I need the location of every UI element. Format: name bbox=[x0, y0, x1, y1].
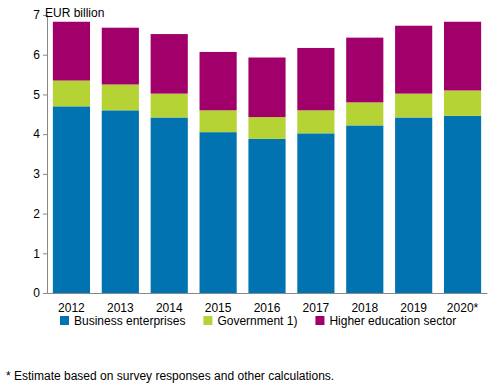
tick-label: 5 bbox=[33, 88, 40, 102]
tick-label: 1 bbox=[33, 247, 40, 261]
tick-mark bbox=[43, 214, 47, 215]
tick-mark bbox=[43, 253, 47, 254]
bar bbox=[53, 106, 90, 293]
bar bbox=[151, 94, 188, 118]
tick-mark bbox=[43, 55, 47, 56]
bar bbox=[248, 57, 285, 117]
tick-label: 2012 bbox=[58, 301, 85, 315]
legend-label: Business enterprises bbox=[74, 314, 185, 328]
tick-label: 6 bbox=[33, 48, 40, 62]
bar bbox=[151, 34, 188, 94]
bar bbox=[346, 38, 383, 103]
tick: 2015 bbox=[205, 301, 232, 315]
bar bbox=[346, 125, 383, 293]
tick-label: 2019 bbox=[400, 301, 427, 315]
tick-label: 2017 bbox=[303, 301, 330, 315]
bar bbox=[151, 117, 188, 293]
bar bbox=[102, 28, 139, 85]
series bbox=[53, 22, 481, 117]
axis-line bbox=[43, 16, 48, 294]
series bbox=[53, 106, 481, 293]
bar bbox=[53, 22, 90, 81]
tick: 2020* bbox=[447, 301, 479, 315]
tick: 1 bbox=[33, 247, 47, 261]
tick: 2 bbox=[33, 207, 47, 221]
bar bbox=[200, 52, 237, 110]
tick: 4 bbox=[33, 127, 47, 141]
legend-item: Government 1) bbox=[203, 314, 297, 328]
tick-label: 7 bbox=[33, 8, 40, 22]
bar bbox=[346, 102, 383, 125]
tick: 2017 bbox=[303, 301, 330, 315]
tick: 5 bbox=[33, 88, 47, 102]
bar bbox=[297, 48, 334, 110]
bar bbox=[395, 117, 432, 293]
tick-mark bbox=[43, 293, 47, 294]
legend-swatch bbox=[203, 316, 212, 325]
tick: 0 bbox=[33, 286, 47, 300]
tick-label: 2014 bbox=[156, 301, 183, 315]
bar bbox=[395, 26, 432, 94]
tick-label: 2018 bbox=[351, 301, 378, 315]
legend: Business enterprises Government 1) Higher … bbox=[60, 314, 456, 328]
tick: 2013 bbox=[107, 301, 134, 315]
tick-label: 2 bbox=[33, 207, 40, 221]
legend-item: Higher education sector bbox=[315, 314, 456, 328]
tick: 3 bbox=[33, 167, 47, 181]
bar bbox=[444, 90, 481, 115]
tick-label: 3 bbox=[33, 167, 40, 181]
bar bbox=[102, 110, 139, 293]
bar bbox=[444, 116, 481, 293]
y-axis: 0 1 2 3 4 5 6 7 bbox=[33, 8, 47, 300]
bars bbox=[53, 22, 481, 293]
footnote: * Estimate based on survey responses and… bbox=[6, 369, 334, 383]
chart: 0 1 2 3 4 5 6 7 2012 2013 2014 2015 2016 2017 2018 2019… bbox=[0, 0, 491, 389]
legend-item: Business enterprises bbox=[60, 314, 185, 328]
tick-label: 2015 bbox=[205, 301, 232, 315]
bar bbox=[444, 22, 481, 91]
tick-mark bbox=[43, 134, 47, 135]
tick-label: 2016 bbox=[254, 301, 281, 315]
tick: 2016 bbox=[254, 301, 281, 315]
tick-label: 0 bbox=[33, 286, 40, 300]
bar bbox=[102, 85, 139, 111]
bar bbox=[53, 81, 90, 107]
bar bbox=[200, 132, 237, 293]
bar bbox=[200, 110, 237, 132]
tick-label: 4 bbox=[33, 127, 40, 141]
tick: 6 bbox=[33, 48, 47, 62]
legend-swatch bbox=[315, 316, 324, 325]
tick-label: 2020* bbox=[447, 301, 479, 315]
tick-mark bbox=[43, 94, 47, 95]
tick-label: 2013 bbox=[107, 301, 134, 315]
legend-label: Higher education sector bbox=[329, 314, 456, 328]
legend-swatch bbox=[60, 316, 69, 325]
bar bbox=[297, 133, 334, 293]
axis-line bbox=[48, 293, 488, 294]
tick: 2018 bbox=[351, 301, 378, 315]
bar bbox=[248, 139, 285, 293]
bar bbox=[395, 94, 432, 118]
bar bbox=[297, 110, 334, 133]
tick: 2019 bbox=[400, 301, 427, 315]
tick: 2012 bbox=[58, 301, 85, 315]
tick-mark bbox=[43, 174, 47, 175]
bar bbox=[248, 117, 285, 139]
tick: 2014 bbox=[156, 301, 183, 315]
axis-title: EUR billion bbox=[45, 6, 104, 20]
legend-label: Government 1) bbox=[217, 314, 297, 328]
x-axis: 2012 2013 2014 2015 2016 2017 2018 2019 2020* bbox=[48, 294, 488, 315]
